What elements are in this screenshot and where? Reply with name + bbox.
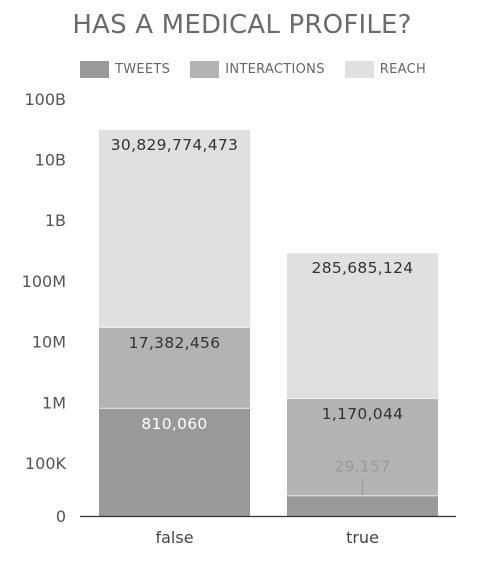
legend: TWEETS INTERACTIONS REACH [80, 60, 446, 78]
data-label: 285,685,124 [312, 259, 414, 277]
bar-segment-reach-true [287, 253, 438, 399]
chart-title: HAS A MEDICAL PROFILE? [72, 10, 412, 40]
data-label: 30,829,774,473 [111, 136, 238, 154]
legend-item-interactions: INTERACTIONS [190, 60, 325, 78]
data-label: 810,060 [141, 415, 207, 433]
y-tick-label: 10B [35, 151, 66, 170]
bar-segment-tweets-false [99, 407, 250, 516]
bar-segment-reach-false [99, 129, 250, 328]
legend-label-interactions: INTERACTIONS [225, 61, 325, 77]
bar-segment-interactions-false [99, 327, 250, 408]
data-label: 17,382,456 [129, 334, 221, 352]
y-tick-label: 1B [45, 211, 66, 230]
legend-label-tweets: TWEETS [115, 61, 171, 77]
legend-label-reach: REACH [379, 61, 427, 77]
x-tick-label-true: true [346, 528, 379, 547]
y-tick-label: 100K [25, 454, 67, 473]
legend-swatch-reach [344, 60, 374, 78]
legend-swatch-tweets [80, 60, 109, 78]
y-tick-label: 100B [24, 90, 66, 109]
legend-swatch-interactions [190, 60, 220, 78]
y-tick-label: 1M [42, 393, 66, 412]
data-label: 1,170,044 [322, 405, 404, 423]
y-tick-label: 10M [32, 333, 66, 352]
x-tick-label-false: false [155, 528, 193, 547]
y-tick-label: 0 [56, 507, 66, 526]
y-tick-label: 100M [22, 272, 66, 291]
legend-item-reach: REACH [344, 60, 427, 78]
legend-item-tweets: TWEETS [80, 60, 171, 78]
bar-segment-tweets-true [287, 495, 438, 516]
data-label: 29,157 [334, 457, 390, 475]
